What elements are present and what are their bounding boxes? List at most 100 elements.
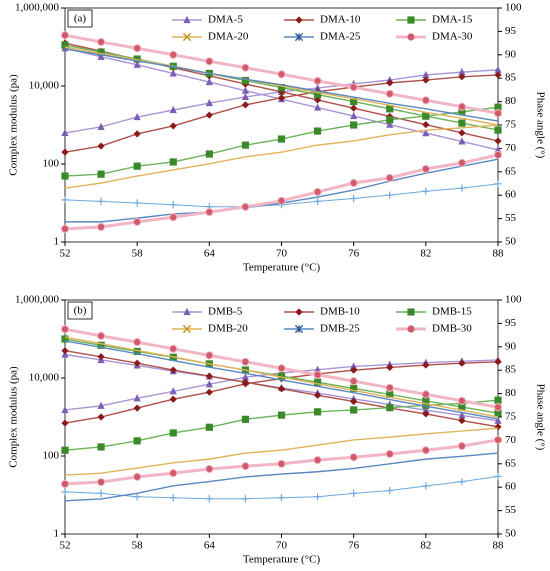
marker: [60, 31, 70, 40]
marker: [97, 48, 105, 56]
marker: [458, 137, 466, 145]
marker: [313, 76, 322, 86]
marker: [407, 308, 415, 316]
marker: [349, 178, 358, 188]
marker: [133, 112, 141, 121]
panel: 1 100 10,000 1,000,000 50 55 60 65 70 75 80 85 90 95 1…: [8, 294, 547, 566]
marker: [421, 390, 430, 399]
marker: [313, 370, 322, 380]
x-axis-label: Temperature (°C): [243, 262, 321, 274]
marker: [97, 401, 105, 409]
y2-tick-label: 65: [505, 165, 517, 177]
y-tick-label: 100: [43, 158, 60, 170]
marker: [205, 150, 213, 158]
y-tick-label: 100: [43, 450, 60, 462]
marker: [458, 108, 466, 116]
marker: [313, 91, 322, 99]
marker: [205, 423, 213, 431]
y2-tick-label: 80: [505, 387, 517, 399]
marker: [294, 32, 304, 42]
y-axis-label: Complex modulus (pa): [8, 74, 20, 176]
marker: [494, 103, 502, 111]
marker: [277, 83, 286, 92]
marker: [241, 141, 250, 149]
marker: [169, 213, 178, 222]
marker: [133, 359, 141, 367]
y-tick-label: 10,000: [29, 372, 60, 384]
x-tick-label: 88: [493, 540, 505, 552]
marker: [169, 494, 177, 502]
marker: [61, 128, 69, 137]
marker: [96, 331, 106, 341]
marker: [97, 197, 105, 205]
marker: [386, 116, 394, 124]
marker: [241, 92, 250, 101]
marker: [133, 217, 142, 226]
marker: [421, 164, 430, 174]
data-line: [64, 452, 499, 502]
y2-tick-label: 85: [505, 364, 517, 376]
marker: [97, 341, 105, 349]
marker: [385, 449, 394, 459]
marker: [350, 362, 358, 370]
marker: [277, 70, 286, 79]
marker: [61, 196, 69, 204]
marker: [61, 172, 69, 180]
y2-tick-label: 60: [505, 481, 517, 493]
x-tick-label: 70: [276, 540, 288, 552]
marker: [169, 122, 177, 130]
marker: [61, 446, 69, 454]
marker: [457, 441, 467, 451]
marker: [350, 384, 358, 393]
marker: [133, 437, 141, 445]
marker: [205, 464, 214, 474]
x-axis-label: Temperature (°C): [243, 554, 321, 566]
marker: [97, 170, 105, 178]
marker: [386, 191, 394, 199]
marker: [422, 361, 430, 369]
y2-tick-label: 80: [505, 95, 517, 107]
marker: [386, 390, 394, 398]
data-line: [64, 340, 499, 420]
marker: [205, 98, 213, 107]
marker: [494, 126, 502, 134]
marker: [313, 493, 322, 501]
y-tick-label: 1: [54, 236, 60, 248]
marker: [169, 469, 178, 478]
marker: [133, 472, 142, 482]
marker: [422, 128, 430, 137]
marker: [133, 493, 141, 501]
marker: [313, 391, 322, 399]
marker: [493, 435, 503, 445]
legend-label: DMA-10: [320, 14, 361, 26]
data-line: [64, 46, 499, 126]
x-tick-label: 82: [420, 540, 431, 552]
marker: [313, 127, 322, 135]
marker: [133, 162, 141, 170]
marker: [494, 423, 502, 431]
marker: [241, 415, 250, 423]
marker: [295, 16, 303, 24]
marker: [386, 120, 394, 128]
marker: [169, 158, 177, 166]
y2-tick-label: 95: [505, 25, 517, 37]
marker: [277, 385, 286, 393]
marker: [277, 364, 286, 373]
marker: [205, 495, 213, 503]
marker: [277, 196, 286, 205]
legend-label: DMA-20: [208, 31, 249, 43]
marker: [422, 112, 430, 120]
marker: [458, 184, 466, 192]
y2-tick-label: 70: [505, 142, 517, 154]
marker: [350, 111, 358, 120]
marker: [241, 76, 250, 85]
marker: [169, 105, 177, 114]
marker: [494, 409, 502, 417]
marker: [205, 207, 214, 217]
marker: [407, 325, 415, 333]
marker: [205, 372, 213, 380]
panel-label: (b): [74, 305, 87, 317]
marker: [458, 411, 466, 419]
marker: [241, 380, 250, 388]
marker: [133, 347, 141, 356]
